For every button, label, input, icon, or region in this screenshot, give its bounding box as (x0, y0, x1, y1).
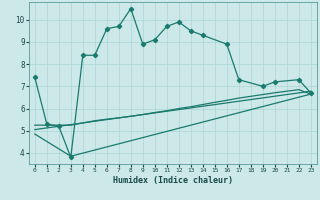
X-axis label: Humidex (Indice chaleur): Humidex (Indice chaleur) (113, 176, 233, 185)
